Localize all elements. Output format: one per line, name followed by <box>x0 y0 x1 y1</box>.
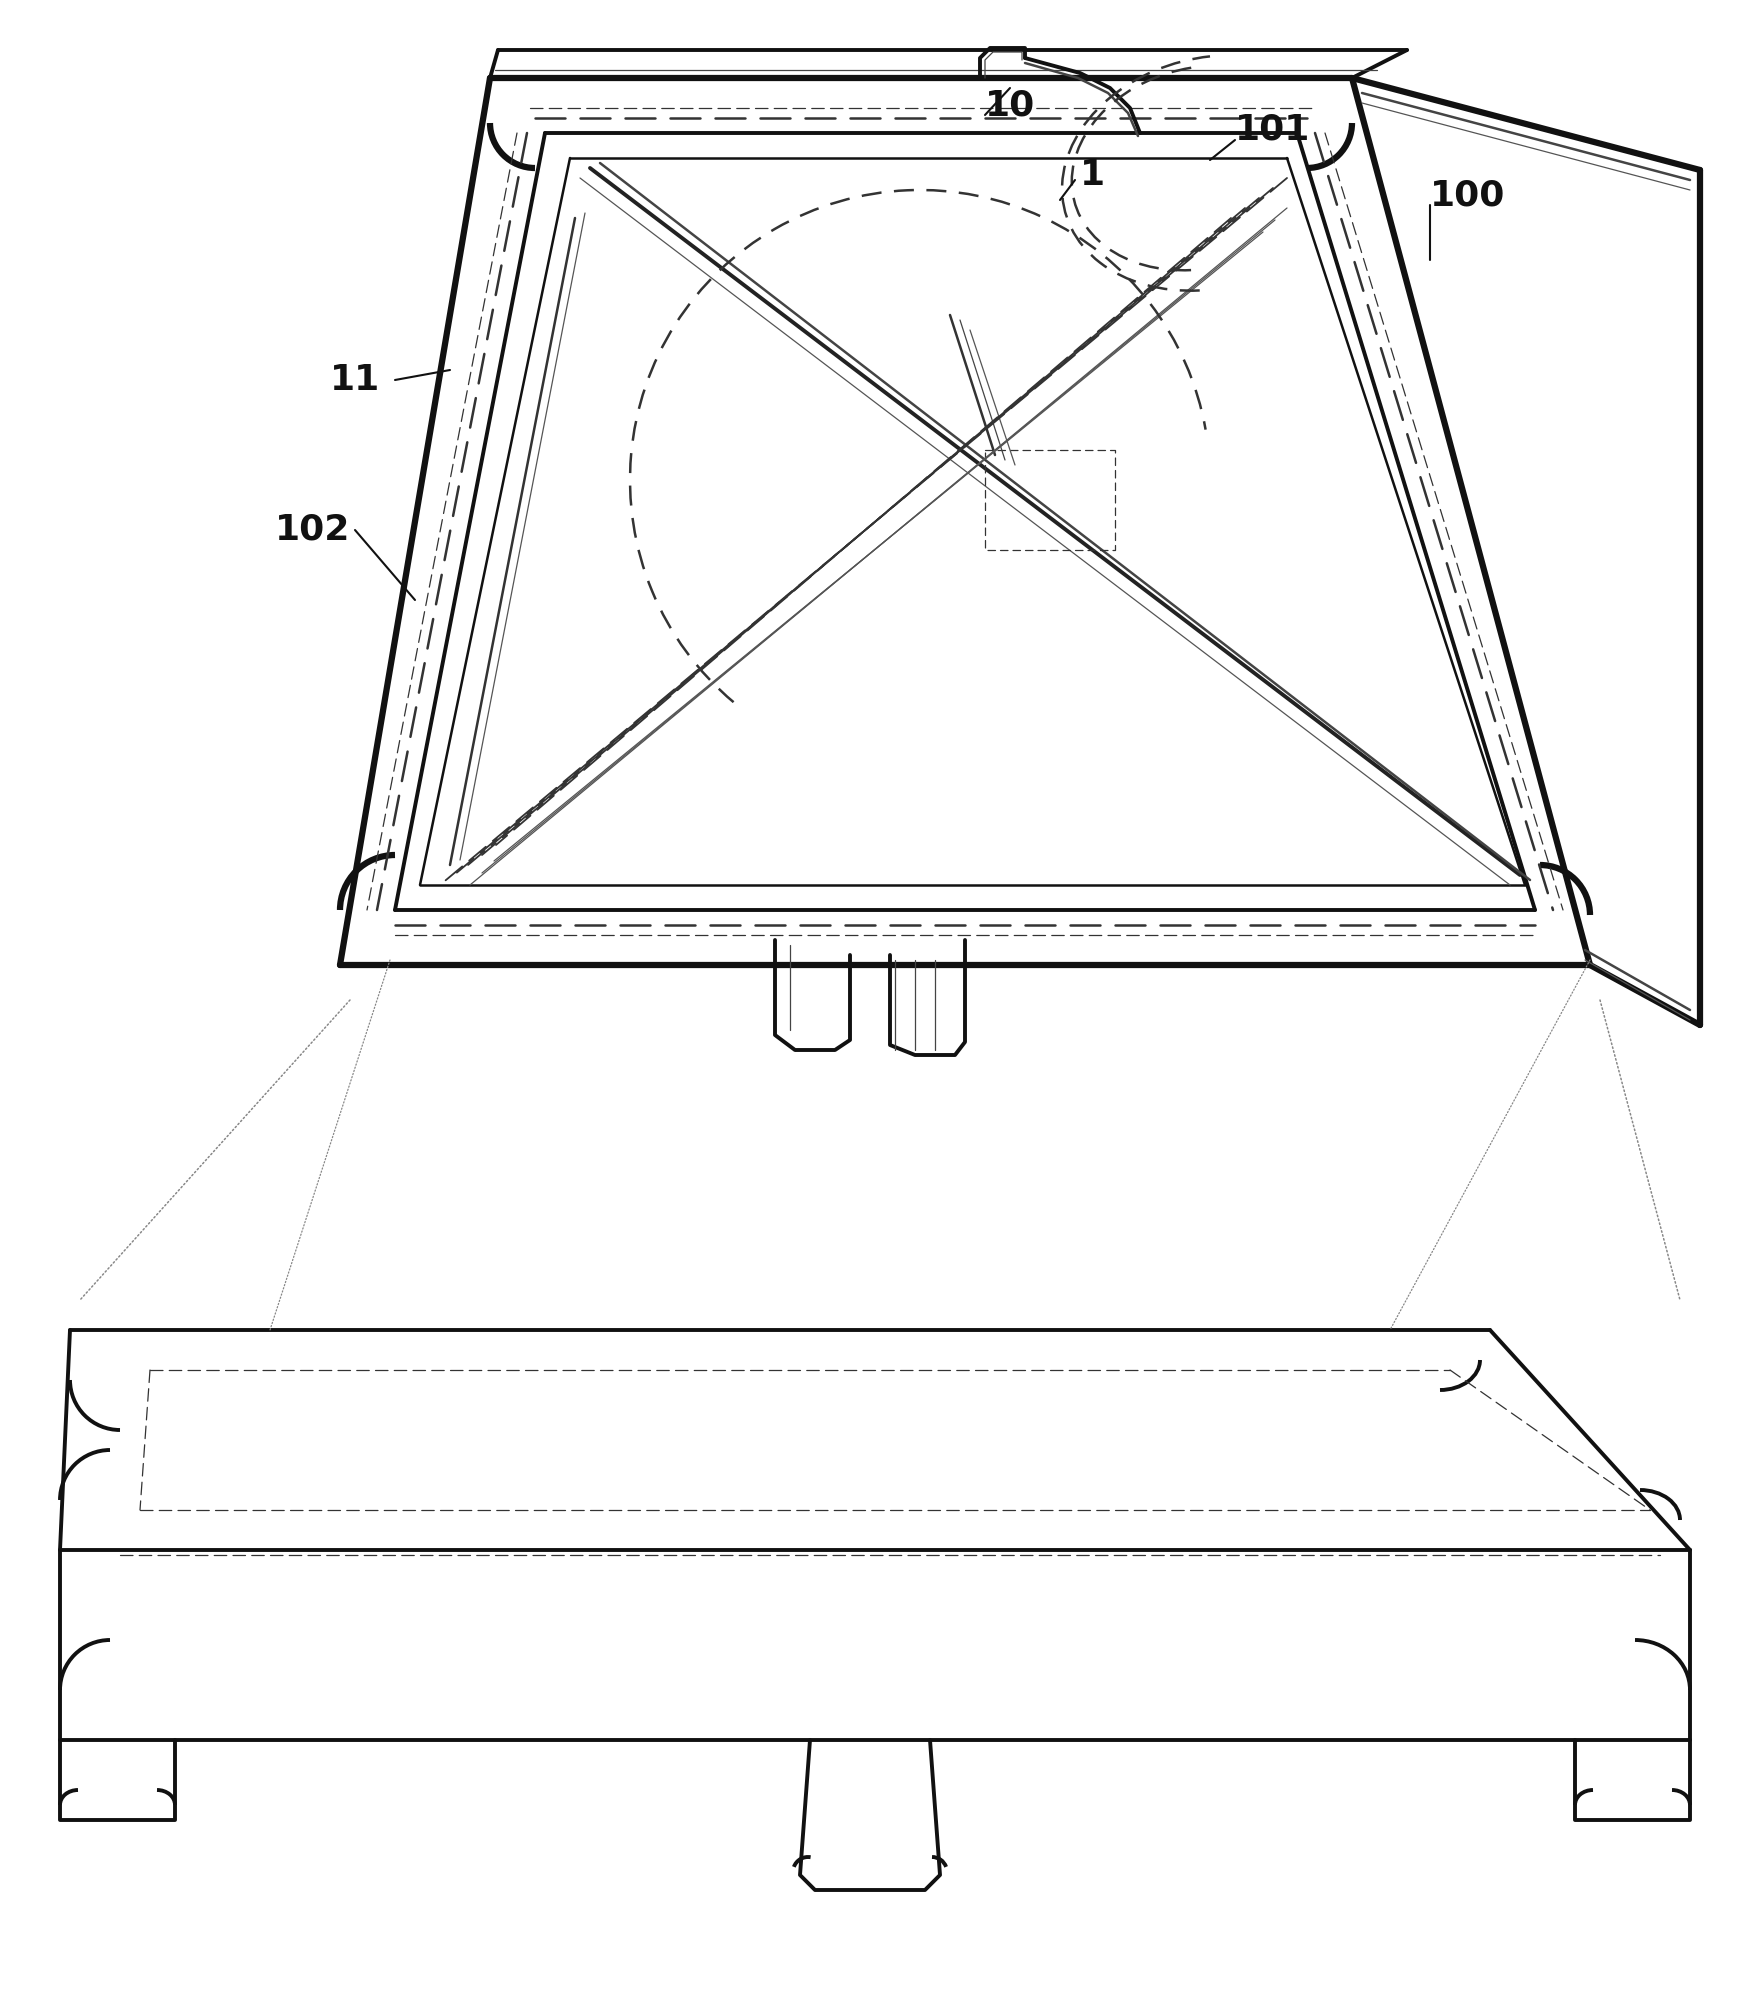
Text: 101: 101 <box>1235 112 1310 146</box>
Text: 100: 100 <box>1430 178 1506 212</box>
Text: 11: 11 <box>331 363 380 397</box>
Text: 10: 10 <box>985 88 1036 122</box>
Text: 1: 1 <box>1080 158 1105 192</box>
Text: 102: 102 <box>274 513 350 547</box>
